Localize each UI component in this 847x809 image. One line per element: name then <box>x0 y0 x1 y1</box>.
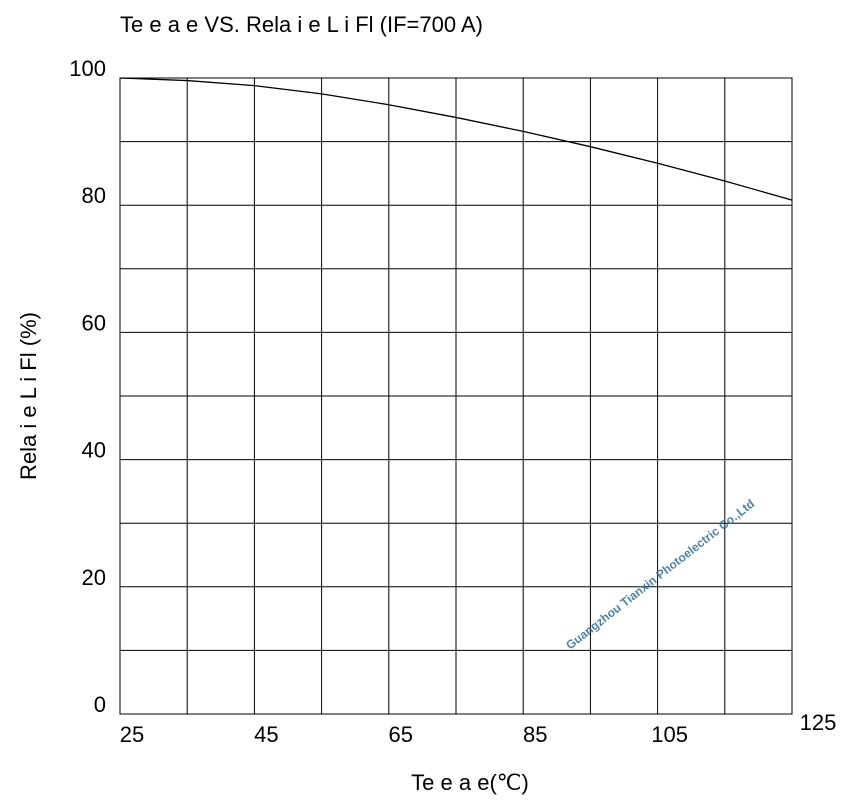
x-tick-label: 85 <box>523 722 547 747</box>
x-tick-label: 65 <box>389 722 413 747</box>
y-axis-label: Rela i e L i Fl (%) <box>16 312 41 480</box>
x-tick-labels: 25 45 65 85 105 125 <box>120 710 837 747</box>
series-line <box>119 77 793 201</box>
x-axis-label: Te e a e(℃) <box>411 770 529 795</box>
grid-lines <box>120 78 792 714</box>
x-tick-label: 25 <box>120 722 144 747</box>
y-tick-label: 60 <box>82 310 106 335</box>
x-tick-label: 45 <box>254 722 278 747</box>
series-group <box>119 77 793 201</box>
chart-title: Te e a e VS. Rela i e L i Fl (IF=700 A) <box>120 12 483 37</box>
x-tick-label: 105 <box>651 722 688 747</box>
x-tick-label: 125 <box>800 710 837 735</box>
y-tick-label: 40 <box>82 438 106 463</box>
y-tick-label: 100 <box>69 56 106 81</box>
y-tick-labels: 0 20 40 60 80 100 <box>69 56 106 717</box>
y-tick-label: 0 <box>94 692 106 717</box>
y-tick-label: 80 <box>82 183 106 208</box>
plot-frame <box>119 77 793 715</box>
y-tick-label: 20 <box>82 565 106 590</box>
watermark-text: Guangzhou Tianxin Photoelectric Co.,Ltd <box>563 497 757 653</box>
